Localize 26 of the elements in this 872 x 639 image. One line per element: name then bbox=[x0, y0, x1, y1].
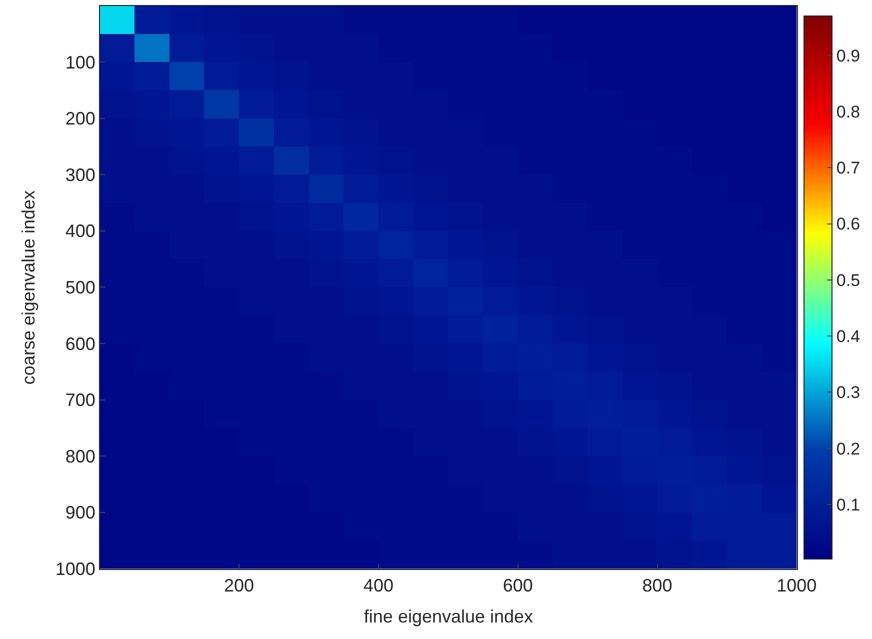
y-tick-label: 200 bbox=[65, 108, 96, 129]
y-tick-label: 300 bbox=[65, 164, 96, 185]
x-tick-label: 1000 bbox=[776, 576, 817, 596]
x-tick-label: 400 bbox=[363, 576, 394, 596]
x-tick-label: 200 bbox=[224, 576, 254, 596]
x-axis-title: fine eigenvalue index bbox=[364, 606, 534, 627]
y-tick-label: 400 bbox=[65, 221, 96, 242]
y-tick-label: 500 bbox=[65, 278, 96, 298]
y-axis-title: coarse eigenvalue index bbox=[18, 190, 39, 385]
color-bar-label: 0.6 bbox=[836, 214, 860, 234]
y-tick-label: 600 bbox=[65, 334, 96, 354]
color-bar-label: 0.3 bbox=[836, 383, 860, 402]
color-bar-label: 0.4 bbox=[836, 327, 860, 346]
color-bar-label: 0.2 bbox=[836, 439, 860, 458]
color-bar-label: 0.7 bbox=[836, 158, 860, 178]
color-bar-label: 0.1 bbox=[836, 495, 860, 514]
y-tick-label: 1000 bbox=[55, 559, 96, 580]
y-tick-label: 900 bbox=[65, 502, 96, 523]
y-tick-label: 800 bbox=[65, 446, 96, 466]
y-tick-label: 100 bbox=[65, 52, 96, 72]
color-bar-label: 0.9 bbox=[836, 46, 860, 66]
x-tick-label: 800 bbox=[642, 576, 672, 596]
color-bar-label: 0.5 bbox=[836, 270, 860, 290]
color-bar-label: 0.8 bbox=[836, 102, 860, 122]
x-tick-label: 600 bbox=[502, 576, 533, 596]
y-tick-label: 700 bbox=[65, 390, 96, 410]
